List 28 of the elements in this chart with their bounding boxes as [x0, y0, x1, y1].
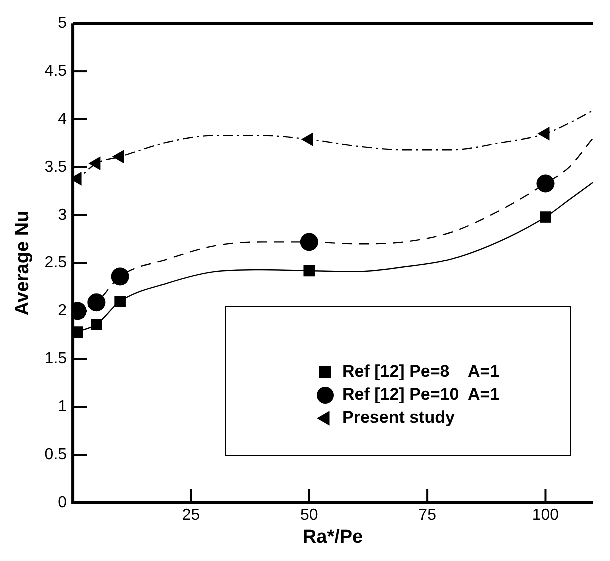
y-tick-label: 3.5	[44, 158, 68, 176]
y-tick-label: 4	[58, 110, 68, 128]
legend-label: Present study	[342, 408, 456, 428]
y-tick-label: 5	[58, 15, 68, 32]
point	[304, 265, 316, 277]
y-axis-title: Average Nu	[12, 210, 34, 316]
point	[88, 294, 106, 312]
x-tick-label: 50	[300, 507, 318, 524]
y-tick-label: 0	[58, 494, 68, 512]
y-tick-label: 1	[58, 398, 68, 416]
x-axis-title: Ra*/Pe	[302, 526, 364, 548]
y-tick-label: 2.5	[44, 254, 68, 272]
point	[540, 212, 552, 223]
y-tick-label: 1.5	[44, 350, 68, 368]
legend-label: Ref [12] Pe=8 A=1	[342, 362, 500, 382]
point	[91, 319, 102, 330]
x-tick-label: 100	[532, 507, 560, 524]
point	[114, 296, 126, 308]
legend-label: Ref [12] Pe=10 A=1	[342, 385, 500, 404]
x-tick-label: 25	[182, 507, 200, 524]
y-tick-label: 4.5	[44, 62, 68, 80]
point	[536, 174, 555, 193]
x-tick-label: 75	[418, 507, 437, 524]
y-tick-label: 0.5	[44, 446, 68, 464]
point	[300, 233, 318, 252]
y-tick-label: 2	[58, 302, 68, 320]
y-tick-label: 3	[58, 206, 68, 224]
point	[111, 268, 130, 286]
